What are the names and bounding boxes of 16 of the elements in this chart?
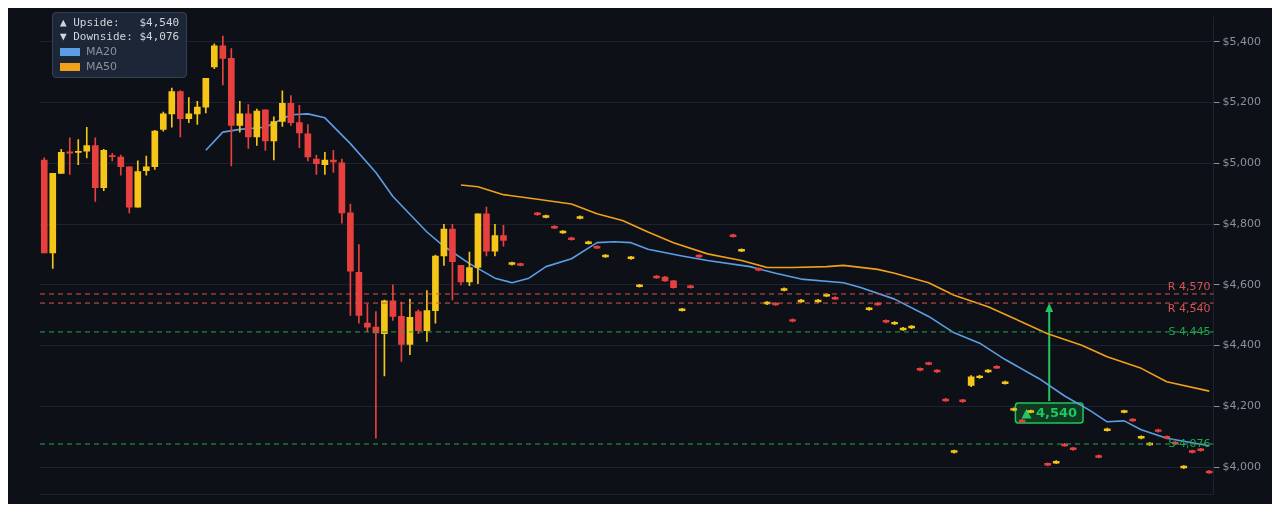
y-tick-label: $4,200 (1222, 399, 1262, 413)
annotation: ▼ Downside: $4,076 (60, 30, 180, 44)
ref-line-label: R 4,570 (1167, 280, 1211, 294)
y-tick-label: $4,400 (1222, 338, 1262, 352)
y-tick-label: $5,400 (1222, 34, 1262, 48)
ref-line-label: R 4,540 (1167, 302, 1211, 316)
y-tick-label: $5,200 (1222, 95, 1262, 109)
legend-label: MA20 (86, 44, 118, 59)
y-tick-label: $4,000 (1222, 459, 1262, 473)
y-tick-label: $4,600 (1222, 277, 1262, 291)
legend-label: MA50 (86, 59, 118, 74)
y-tick-label: $4,800 (1222, 216, 1262, 230)
y-tick-label: $5,000 (1222, 156, 1262, 170)
ref-line-label: S 4,445 (1168, 324, 1211, 338)
annotation: ▲ Upside: $4,540 (60, 16, 180, 30)
annotation: ▲ 4,540 (1021, 405, 1078, 421)
